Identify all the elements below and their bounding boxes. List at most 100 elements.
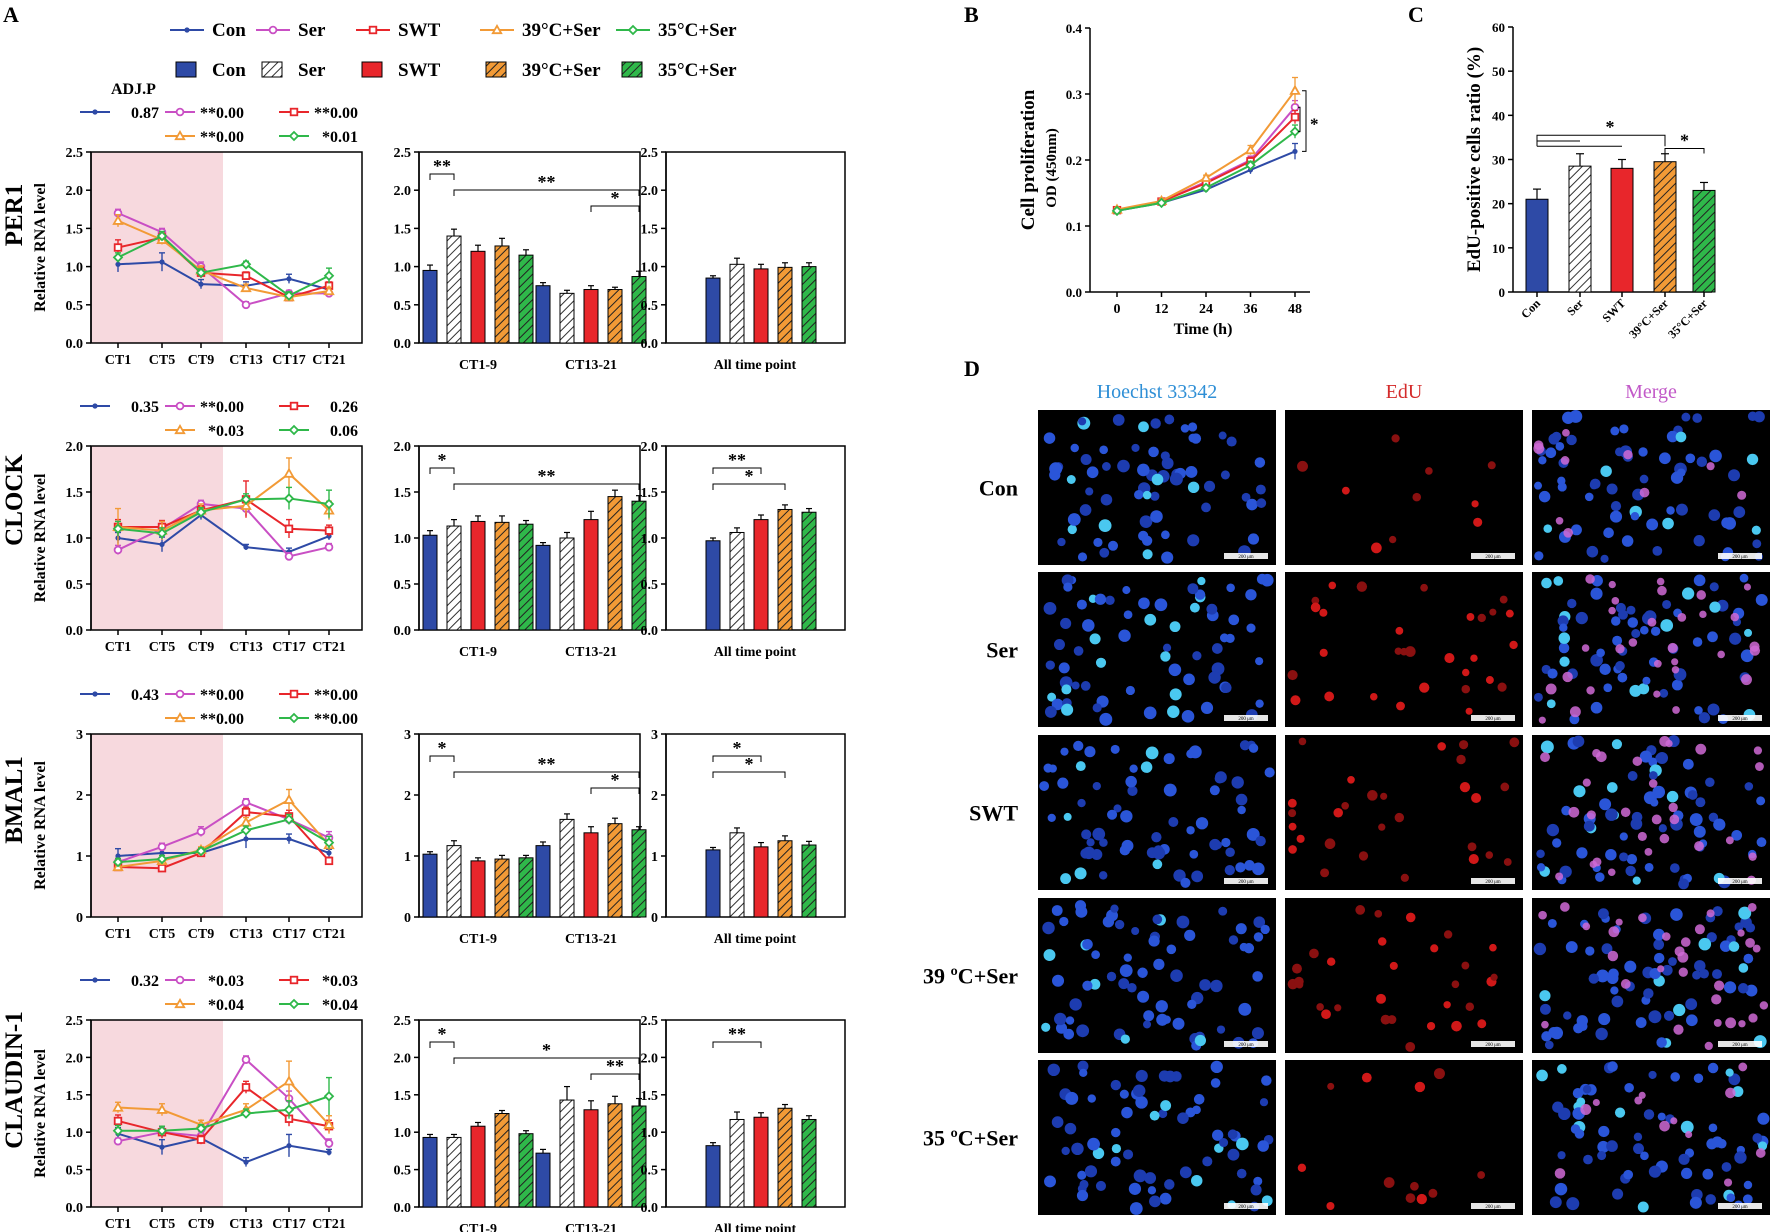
- bar-con: [705, 1145, 721, 1208]
- edu-positive-nucleus: [1443, 930, 1453, 939]
- nucleus: [1210, 979, 1223, 993]
- nucleus: [1692, 413, 1703, 423]
- nucleus: [1153, 845, 1164, 855]
- edu-positive-nucleus: [1748, 1013, 1758, 1023]
- bar-swt: [470, 1125, 486, 1208]
- nucleus: [1639, 474, 1649, 484]
- nucleus: [1589, 480, 1599, 490]
- significance-star: **: [538, 466, 556, 486]
- nucleus: [1187, 999, 1197, 1010]
- nucleus: [1164, 414, 1175, 425]
- nucleus: [1166, 944, 1177, 955]
- nucleus: [1212, 1129, 1224, 1141]
- b-y-tick-label: 0.2: [1066, 153, 1082, 168]
- nucleus: [1546, 823, 1560, 837]
- nucleus: [1629, 684, 1642, 697]
- bar-clock-y-tick-label: 0.0: [641, 624, 659, 639]
- nucleus: [1642, 676, 1651, 685]
- nucleus: [1067, 524, 1077, 535]
- nucleus: [1757, 1112, 1770, 1125]
- nucleus: [1734, 1151, 1747, 1164]
- legend-marker-35-c-ser: [627, 24, 639, 36]
- edu-positive-nucleus: [1680, 937, 1691, 947]
- edu-positive-nucleus: [1347, 775, 1355, 784]
- adj-p-value-swt: **0.00: [314, 687, 358, 704]
- adj-marker-39-c-ser: [174, 423, 186, 435]
- nucleus: [1583, 1154, 1593, 1165]
- edu-positive-nucleus: [1665, 739, 1673, 748]
- nucleus: [1625, 865, 1636, 877]
- nucleus: [1541, 577, 1552, 589]
- edu-positive-nucleus: [1461, 961, 1470, 970]
- nucleus: [1682, 587, 1695, 600]
- edu-positive-nucleus: [1465, 1002, 1475, 1011]
- bar-per1-y-tick-label: 0.0: [394, 337, 412, 352]
- nucleus: [1255, 835, 1266, 847]
- micrograph-merge-ser: 200 μm: [1532, 572, 1770, 727]
- nucleus: [1203, 480, 1216, 492]
- nucleus: [1093, 537, 1103, 548]
- adj-marker-35-c-ser: [288, 712, 300, 724]
- nucleus: [1087, 1094, 1096, 1103]
- edu-positive-nucleus: [1545, 683, 1557, 695]
- nucleus: [1125, 775, 1137, 788]
- nucleus: [1151, 832, 1162, 843]
- bar-ser: [446, 235, 462, 344]
- edu-positive-nucleus: [1319, 608, 1328, 617]
- nucleus: [1631, 811, 1643, 823]
- nucleus: [1074, 900, 1087, 912]
- nucleus: [1666, 506, 1675, 515]
- nucleus: [1247, 533, 1260, 545]
- c-bar-con: [1525, 198, 1549, 293]
- nucleus: [1138, 597, 1150, 610]
- data-point-swt: [284, 524, 294, 533]
- legend-swatch-con: [175, 61, 197, 78]
- nucleus: [1751, 525, 1761, 535]
- data-point-35-c-ser: [112, 1125, 124, 1136]
- nucleus: [1187, 534, 1200, 547]
- bar-39-c-ser: [777, 840, 793, 918]
- b-series-line-ser: [1116, 106, 1296, 212]
- nucleus: [1086, 466, 1099, 479]
- scale-bar-label: 200 μm: [1732, 717, 1747, 722]
- nucleus: [1150, 491, 1160, 501]
- nucleus: [1538, 490, 1551, 503]
- adj-marker-ser: [175, 689, 185, 699]
- scale-bar-label: 200 μm: [1485, 880, 1500, 885]
- data-point-con: [243, 1159, 249, 1165]
- scale-bar-label: 200 μm: [1732, 880, 1747, 885]
- line-clock-y-tick-label: 1.0: [66, 532, 84, 547]
- edu-positive-nucleus: [1615, 644, 1625, 654]
- nucleus: [1614, 1107, 1626, 1118]
- nucleus: [1590, 653, 1603, 667]
- edu-positive-nucleus: [1297, 1163, 1307, 1172]
- nucleus: [1631, 629, 1641, 638]
- nucleus: [1163, 753, 1175, 765]
- nucleus: [1248, 743, 1259, 753]
- nucleus: [1111, 1127, 1121, 1138]
- nucleus: [1666, 430, 1679, 443]
- edu-positive-nucleus: [1468, 854, 1479, 865]
- bar-clock-y-tick-label: 1.0: [641, 532, 659, 547]
- nucleus: [1253, 1176, 1263, 1186]
- bar-ser: [729, 1118, 745, 1208]
- nucleus: [1210, 1078, 1221, 1088]
- nucleus: [1576, 1015, 1588, 1027]
- nucleus: [1610, 426, 1620, 436]
- nucleus: [1162, 643, 1172, 652]
- nucleus: [1167, 705, 1180, 718]
- nucleus: [1053, 639, 1065, 651]
- nucleus: [1160, 451, 1170, 461]
- line-per1-y-tick-label: 1.5: [66, 222, 84, 237]
- data-point-39-c-ser: [112, 214, 124, 225]
- data-point-35-c-ser: [283, 814, 295, 825]
- nucleus: [1659, 452, 1671, 465]
- nucleus: [1153, 958, 1165, 970]
- legend-marker-swt: [368, 25, 378, 35]
- nucleus: [1693, 825, 1706, 838]
- nucleus: [1585, 946, 1595, 956]
- edu-positive-nucleus: [1405, 1041, 1416, 1052]
- edu-positive-nucleus: [1400, 647, 1408, 656]
- significance-bracket: [429, 467, 455, 474]
- nucleus: [1539, 990, 1551, 1002]
